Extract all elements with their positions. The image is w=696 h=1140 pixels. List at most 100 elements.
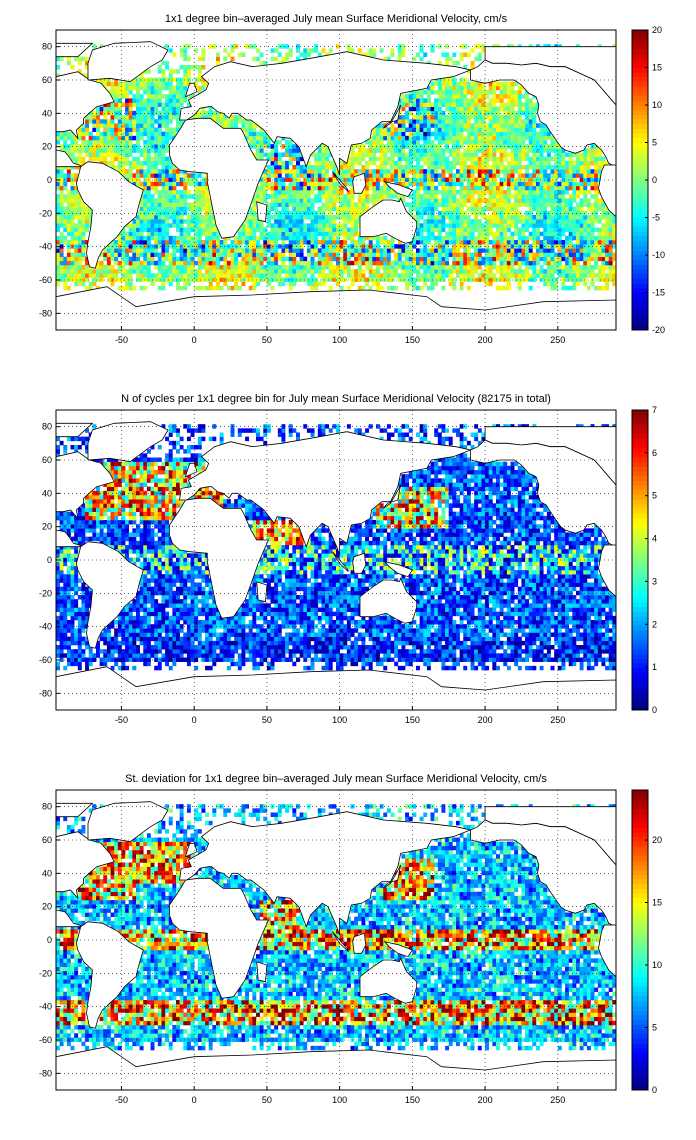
heatmap-cell <box>103 102 108 107</box>
heatmap-cell <box>477 115 482 120</box>
heatmap-cell <box>201 185 206 191</box>
heatmap-cell <box>176 127 180 132</box>
heatmap-cell <box>568 231 573 237</box>
heatmap-cell <box>59 219 64 224</box>
heatmap-cell <box>303 206 308 212</box>
heatmap-cell <box>416 252 420 257</box>
heatmap-cell <box>277 177 282 182</box>
heatmap-cell <box>96 127 100 132</box>
heatmap-cell <box>503 156 508 162</box>
heatmap-cell <box>277 269 282 274</box>
heatmap-cell <box>579 231 584 237</box>
heatmap-cell <box>525 235 530 241</box>
heatmap-cell <box>477 165 482 170</box>
heatmap-cell <box>503 223 508 228</box>
heatmap-cell <box>263 152 268 157</box>
heatmap-cell <box>266 202 271 207</box>
heatmap-cell <box>456 169 460 174</box>
heatmap-cell <box>525 177 530 182</box>
heatmap-cell <box>525 123 530 128</box>
heatmap-cell <box>434 165 439 170</box>
heatmap-cell <box>503 90 508 95</box>
heatmap-cell <box>554 265 559 270</box>
heatmap-cell <box>583 273 588 278</box>
heatmap-cell <box>390 165 395 170</box>
heatmap-cell <box>77 148 82 153</box>
heatmap-cell <box>408 123 413 128</box>
heatmap-cell <box>172 219 177 224</box>
heatmap-cell <box>56 206 60 212</box>
heatmap-cell <box>81 235 86 241</box>
heatmap-cell <box>357 206 362 212</box>
heatmap-cell <box>263 235 268 241</box>
heatmap-cell <box>121 277 126 282</box>
heatmap-cell <box>96 131 100 137</box>
heatmap-cell <box>306 169 311 174</box>
heatmap-cell <box>528 248 533 253</box>
heatmap-cell <box>521 131 526 137</box>
heatmap-cell <box>179 206 184 212</box>
heatmap-cell <box>525 90 530 95</box>
heatmap-cell <box>194 115 199 120</box>
heatmap-cell <box>165 256 170 262</box>
heatmap-cell <box>426 169 431 174</box>
heatmap-cell <box>132 244 137 249</box>
heatmap-cell <box>412 252 417 257</box>
heatmap-cell <box>481 248 486 253</box>
heatmap-cell <box>419 198 424 203</box>
heatmap-cell <box>383 265 388 270</box>
heatmap-cell <box>456 240 460 245</box>
heatmap-cell <box>234 273 239 278</box>
heatmap-cell <box>299 248 304 253</box>
heatmap-cell <box>128 160 133 166</box>
heatmap-cell <box>92 119 97 124</box>
heatmap-cell <box>517 202 522 207</box>
heatmap-cell <box>397 140 402 145</box>
heatmap-cell <box>488 177 493 182</box>
heatmap-cell <box>419 94 424 99</box>
heatmap-cell <box>321 210 326 216</box>
heatmap-cell <box>514 90 519 95</box>
heatmap-cell <box>390 156 395 162</box>
heatmap-cell <box>226 265 231 270</box>
heatmap-cell <box>325 223 330 228</box>
heatmap-cell <box>183 269 188 274</box>
heatmap-cell <box>92 277 97 282</box>
heatmap-cell <box>310 215 315 220</box>
heatmap-cell <box>114 90 119 95</box>
heatmap-cell <box>426 215 431 220</box>
heatmap-cell <box>263 231 268 237</box>
heatmap-cell <box>139 106 144 112</box>
heatmap-cell <box>517 135 522 141</box>
heatmap-cell <box>528 135 533 141</box>
heatmap-cell <box>110 119 115 124</box>
heatmap-cell <box>288 160 293 166</box>
heatmap-cell <box>103 248 108 253</box>
heatmap-cell <box>85 56 90 62</box>
heatmap-cell <box>139 265 144 270</box>
heatmap-cell <box>568 185 573 191</box>
heatmap-cell <box>270 165 275 170</box>
heatmap-cell <box>466 223 471 228</box>
heatmap-cell <box>517 235 522 241</box>
heatmap-cell <box>401 119 406 124</box>
heatmap-cell <box>423 131 428 137</box>
heatmap-cell <box>437 148 442 153</box>
heatmap-cell <box>310 273 315 278</box>
heatmap-cell <box>536 190 540 195</box>
heatmap-cell <box>96 273 100 278</box>
heatmap-cell <box>132 269 137 274</box>
heatmap-cell <box>117 140 122 145</box>
heatmap-cell <box>561 173 566 178</box>
heatmap-cell <box>59 194 64 199</box>
heatmap-cell <box>441 210 446 216</box>
heatmap-cell <box>437 173 442 178</box>
heatmap-cell <box>336 185 340 191</box>
heatmap-cell <box>165 135 170 141</box>
heatmap-cell <box>216 260 220 266</box>
heatmap-cell <box>176 223 180 228</box>
heatmap-cell <box>328 231 333 237</box>
heatmap-cell <box>245 269 250 274</box>
heatmap-cell <box>419 202 424 207</box>
heatmap-cell <box>317 256 322 262</box>
